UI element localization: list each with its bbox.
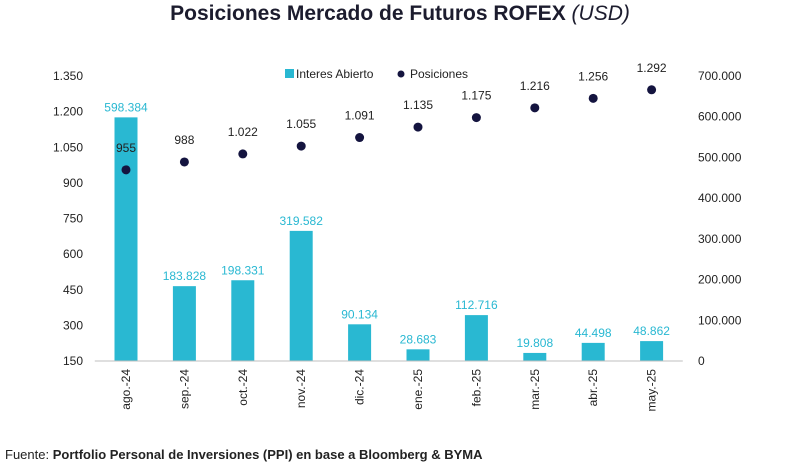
dot-labels: 955 988 1.022 1.055 1.091 1.135 1.175 1.216 1.25… [116, 61, 667, 155]
bar-value-label: 48.862 [633, 324, 670, 338]
category-label: nov.-24 [294, 369, 308, 408]
category-label: abr.-25 [586, 369, 600, 407]
source-note: Fuente: Portfolio Personal de Inversione… [5, 447, 483, 462]
position-dot [355, 133, 365, 143]
category-label: sep.-24 [177, 369, 191, 409]
bar [464, 315, 488, 361]
position-dot [588, 93, 598, 103]
chart-title-unit: (USD) [571, 2, 630, 25]
bar [172, 286, 196, 361]
left-tick-label: 750 [63, 212, 83, 226]
category-label: dic.-24 [353, 369, 367, 405]
left-tick-label: 900 [63, 176, 83, 190]
legend-swatch-interes-abierto [285, 69, 294, 78]
bar-value-label: 112.716 [455, 298, 498, 312]
left-tick-label: 600 [63, 247, 83, 261]
left-tick-label: 1.200 [53, 105, 83, 119]
right-tick-label: 0 [698, 354, 705, 368]
bar [640, 341, 664, 361]
position-dot [413, 122, 423, 132]
legend-swatch-posiciones [397, 70, 405, 78]
chart: Interes Abierto Posiciones 150 300 450 600 7… [53, 61, 742, 412]
dot-value-label: 1.135 [403, 98, 433, 112]
bar [523, 352, 547, 361]
left-tick-label: 150 [63, 354, 83, 368]
position-dot [530, 103, 540, 113]
bar-value-label: 44.498 [575, 326, 612, 340]
bar [406, 349, 430, 361]
left-tick-label: 1.350 [53, 69, 83, 83]
right-tick-label: 300.000 [698, 232, 742, 246]
category-label: oct.-24 [236, 369, 250, 406]
bar [231, 280, 255, 361]
dot-value-label: 1.022 [228, 125, 258, 139]
position-dot [471, 113, 481, 123]
bar-value-label: 90.134 [341, 307, 378, 321]
chart-title: Posiciones Mercado de Futuros ROFEX (USD… [0, 2, 800, 26]
left-tick-label: 300 [63, 318, 83, 332]
bar-value-label: 28.683 [400, 332, 437, 346]
right-tick-label: 500.000 [698, 150, 742, 164]
legend: Interes Abierto Posiciones [285, 67, 468, 81]
right-tick-label: 600.000 [698, 110, 742, 124]
dot-value-label: 1.216 [520, 79, 550, 93]
category-label: ene.-25 [411, 369, 425, 410]
bar-value-label: 319.582 [280, 214, 324, 228]
dot-value-label: 1.292 [637, 61, 667, 75]
bar-value-label: 183.828 [163, 269, 207, 283]
dot-value-label: 1.055 [286, 117, 316, 131]
right-tick-label: 200.000 [698, 273, 742, 287]
dot-series [121, 85, 657, 175]
right-axis: 0 100.000 200.000 300.000 400.000 500.000 600.… [698, 69, 742, 368]
chart-title-text: Posiciones Mercado de Futuros ROFEX [170, 2, 566, 25]
category-label: mar.-25 [528, 369, 542, 410]
bar-value-label: 19.808 [516, 336, 553, 350]
bar [289, 230, 313, 361]
right-tick-label: 700.000 [698, 69, 742, 83]
position-dot [121, 165, 131, 175]
dot-value-label: 955 [116, 141, 136, 155]
category-label: may.-25 [645, 369, 659, 412]
bar-labels: 598.384 183.828 198.331 319.582 90.134 28.683… [104, 100, 670, 350]
bar-value-label: 198.331 [221, 263, 265, 277]
left-axis: 150 300 450 600 750 900 1.050 1.200 1.350 [53, 69, 83, 368]
position-dot [647, 85, 657, 95]
dot-value-label: 1.091 [345, 109, 375, 123]
source-prefix: Fuente: [5, 447, 53, 462]
bar [348, 324, 372, 361]
position-dot [296, 141, 306, 151]
bar [581, 342, 605, 361]
dot-value-label: 1.256 [578, 69, 608, 83]
left-tick-label: 450 [63, 283, 83, 297]
right-tick-label: 100.000 [698, 313, 742, 327]
bar-series [114, 117, 664, 362]
bar-value-label: 598.384 [104, 100, 148, 114]
bar [114, 117, 138, 362]
source-text: Portfolio Personal de Inversiones (PPI) … [52, 447, 483, 462]
legend-label-interes-abierto: Interes Abierto [296, 67, 374, 81]
dot-value-label: 1.175 [461, 89, 491, 103]
category-label: ago.-24 [119, 369, 133, 410]
right-tick-label: 400.000 [698, 191, 742, 205]
category-label: feb.-25 [469, 369, 483, 407]
left-tick-label: 1.050 [53, 140, 83, 154]
dot-value-label: 988 [174, 133, 194, 147]
legend-label-posiciones: Posiciones [410, 67, 468, 81]
x-axis-labels: ago.-24 sep.-24 oct.-24 nov.-24 dic.-24 ene.-… [119, 369, 659, 412]
position-dot [238, 149, 248, 159]
position-dot [179, 157, 189, 167]
